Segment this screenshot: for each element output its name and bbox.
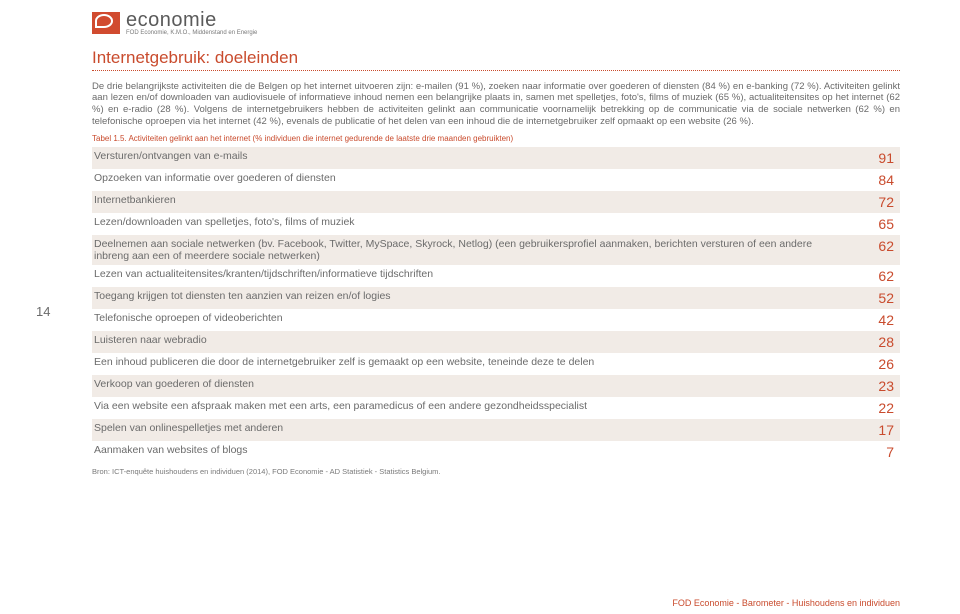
row-label: Spelen van onlinespelletjes met anderen — [92, 419, 844, 441]
row-value: 7 — [844, 441, 900, 463]
row-value: 91 — [844, 147, 900, 169]
table-row: Aanmaken van websites of blogs7 — [92, 441, 900, 463]
row-value: 84 — [844, 169, 900, 191]
row-label: Luisteren naar webradio — [92, 331, 844, 353]
row-value: 62 — [844, 265, 900, 287]
row-label: Lezen van actualiteitensites/kranten/tij… — [92, 265, 844, 287]
logo-sub: FOD Economie, K.M.O., Middenstand en Ene… — [126, 30, 257, 36]
row-value: 17 — [844, 419, 900, 441]
table-row: Spelen van onlinespelletjes met anderen1… — [92, 419, 900, 441]
row-label: Lezen/downloaden van spelletjes, foto's,… — [92, 213, 844, 235]
row-label: Verkoop van goederen of diensten — [92, 375, 844, 397]
row-label: Telefonische oproepen of videoberichten — [92, 309, 844, 331]
table-row: Deelnemen aan sociale netwerken (bv. Fac… — [92, 235, 900, 265]
table-row: Telefonische oproepen of videoberichten4… — [92, 309, 900, 331]
table-row: Lezen/downloaden van spelletjes, foto's,… — [92, 213, 900, 235]
row-label: Opzoeken van informatie over goederen of… — [92, 169, 844, 191]
source-text: Bron: ICT-enquête huishoudens en individ… — [92, 467, 900, 476]
row-label: Een inhoud publiceren die door de intern… — [92, 353, 844, 375]
row-value: 62 — [844, 235, 900, 265]
table-row: Lezen van actualiteitensites/kranten/tij… — [92, 265, 900, 287]
logo-main: economie — [126, 10, 257, 30]
table-row: Via een website een afspraak maken met e… — [92, 397, 900, 419]
row-label: Via een website een afspraak maken met e… — [92, 397, 844, 419]
page-title: Internetgebruik: doeleinden — [92, 48, 900, 68]
row-value: 65 — [844, 213, 900, 235]
table-caption: Tabel 1.5. Activiteiten gelinkt aan het … — [92, 134, 900, 143]
row-value: 72 — [844, 191, 900, 213]
row-value: 52 — [844, 287, 900, 309]
table-row: Versturen/ontvangen van e-mails91 — [92, 147, 900, 169]
row-value: 22 — [844, 397, 900, 419]
row-label: Versturen/ontvangen van e-mails — [92, 147, 844, 169]
row-label: Internetbankieren — [92, 191, 844, 213]
row-label: Toegang krijgen tot diensten ten aanzien… — [92, 287, 844, 309]
footer-text: FOD Economie - Barometer - Huishoudens e… — [672, 598, 900, 608]
content: Internetgebruik: doeleinden De drie bela… — [0, 40, 960, 476]
logo-text: economie FOD Economie, K.M.O., Middensta… — [126, 10, 257, 36]
title-underline — [92, 70, 900, 71]
table-row: Een inhoud publiceren die door de intern… — [92, 353, 900, 375]
data-table: Versturen/ontvangen van e-mails91Opzoeke… — [92, 147, 900, 463]
header: economie FOD Economie, K.M.O., Middensta… — [0, 0, 960, 40]
row-label: Aanmaken van websites of blogs — [92, 441, 844, 463]
row-value: 23 — [844, 375, 900, 397]
row-label: Deelnemen aan sociale netwerken (bv. Fac… — [92, 235, 844, 265]
table-row: Internetbankieren72 — [92, 191, 900, 213]
body-paragraph: De drie belangrijkste activiteiten die d… — [92, 81, 900, 129]
table-row: Luisteren naar webradio28 — [92, 331, 900, 353]
logo-icon — [92, 12, 120, 34]
table-row: Toegang krijgen tot diensten ten aanzien… — [92, 287, 900, 309]
row-value: 42 — [844, 309, 900, 331]
table-row: Verkoop van goederen of diensten23 — [92, 375, 900, 397]
row-value: 28 — [844, 331, 900, 353]
row-value: 26 — [844, 353, 900, 375]
page-number: 14 — [36, 304, 50, 319]
table-row: Opzoeken van informatie over goederen of… — [92, 169, 900, 191]
